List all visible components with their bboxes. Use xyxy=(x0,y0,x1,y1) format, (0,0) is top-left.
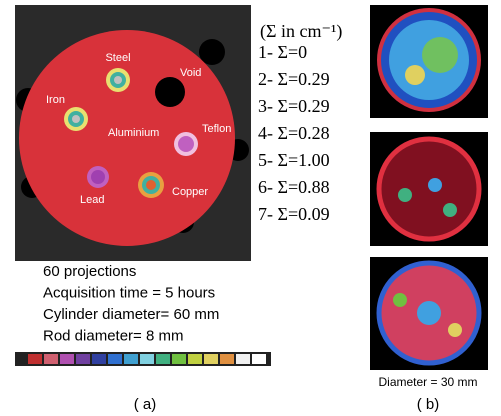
info-line: Acquisition time = 5 hours xyxy=(43,284,215,301)
material-label: Void xyxy=(180,67,201,79)
color-bar xyxy=(15,352,271,366)
info-line: Cylinder diameter= 60 mm xyxy=(43,306,219,323)
material-label: Copper xyxy=(172,186,208,198)
material-label: Lead xyxy=(80,194,104,206)
legend-item: 4- Σ=0.28 xyxy=(258,123,330,143)
material-label: Teflon xyxy=(202,123,231,135)
legend-item: 2- Σ=0.29 xyxy=(258,69,330,89)
reconstructions xyxy=(370,5,488,370)
legend: 1- Σ=0 2- Σ=0.29 3- Σ=0.29 4- Σ=0.28 5- Σ=1.… xyxy=(258,42,330,224)
material-label: Iron xyxy=(46,94,65,106)
legend-item: 1- Σ=0 xyxy=(258,42,307,62)
legend-item: 3- Σ=0.29 xyxy=(258,96,330,116)
info-line: Rod diameter= 8 mm xyxy=(43,327,183,344)
acquisition-info: 60 projections Acquisition time = 5 hours… xyxy=(43,263,219,345)
diameter-note: Diameter = 30 mm xyxy=(378,375,477,389)
legend-title: (Σ in cm⁻¹) xyxy=(260,21,342,42)
info-line: 60 projections xyxy=(43,263,136,280)
phantom-inserts xyxy=(64,68,198,198)
caption: ( b) xyxy=(417,396,440,413)
caption: ( a) xyxy=(134,396,157,413)
legend-item: 6- Σ=0.88 xyxy=(258,177,330,197)
material-label: Steel xyxy=(105,52,130,64)
material-label: Aluminium xyxy=(108,127,159,139)
legend-item: 7- Σ=0.09 xyxy=(258,204,330,224)
legend-item: 5- Σ=1.00 xyxy=(258,150,330,170)
